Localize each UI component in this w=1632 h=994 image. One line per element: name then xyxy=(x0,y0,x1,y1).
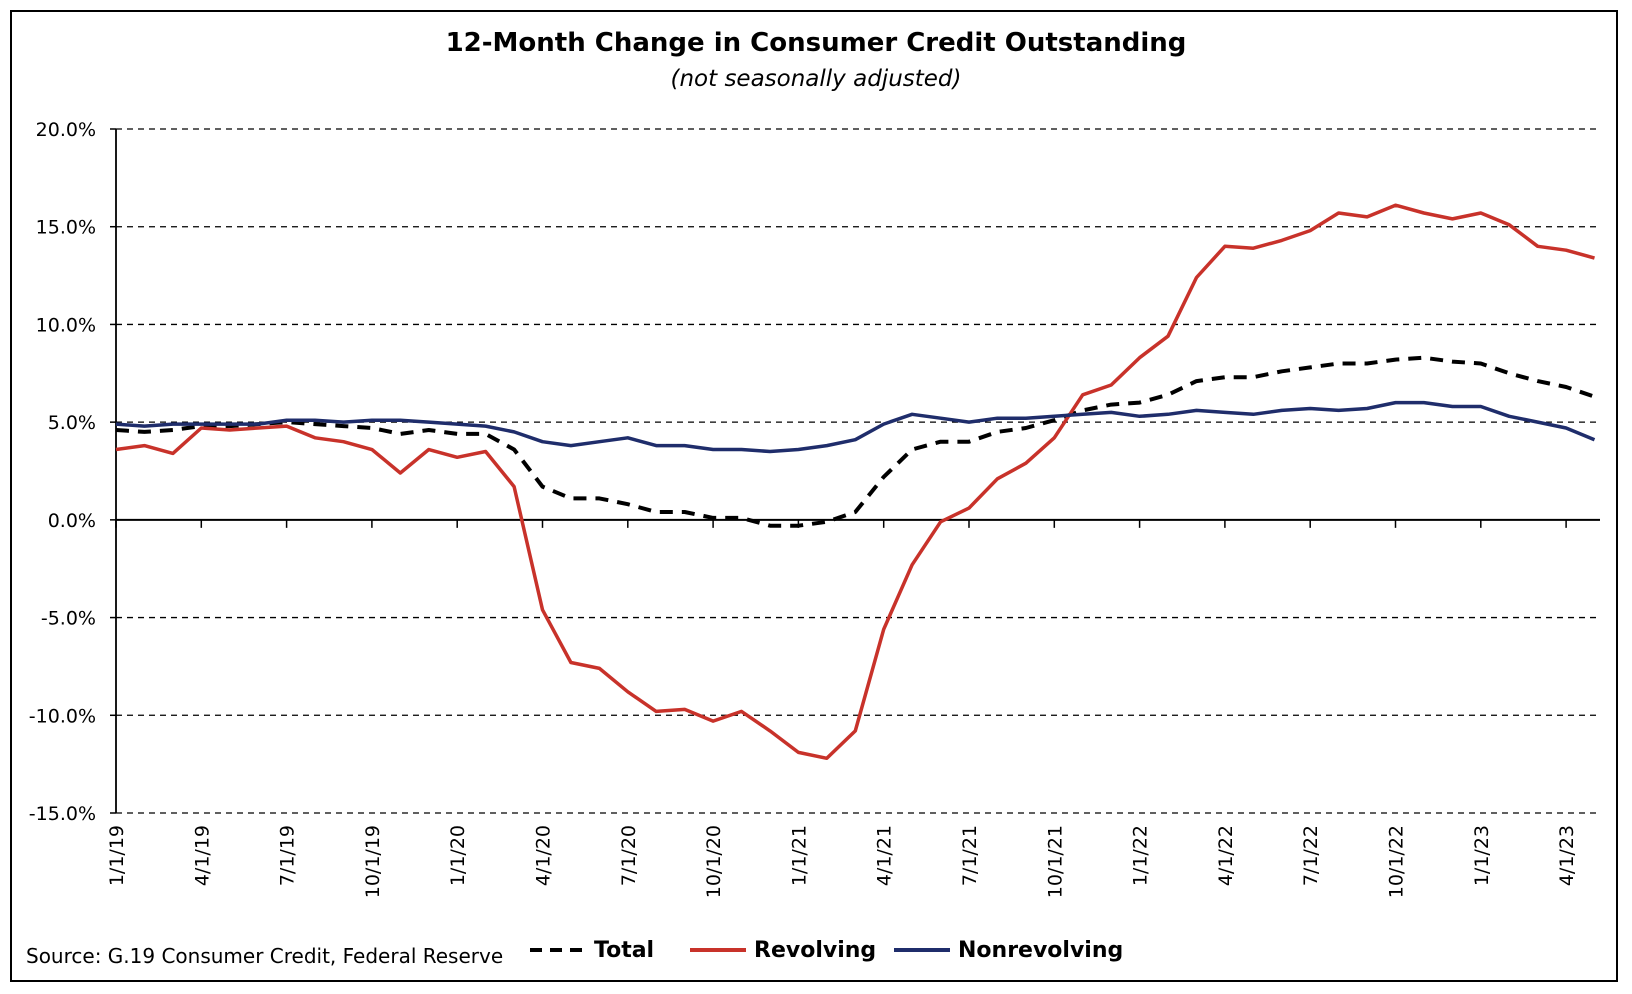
y-axis-tick-labels: 20.0% 15.0% 10.0% 5.0% 0.0% -5.0% -10.0% -15.0% xyxy=(29,119,96,825)
x-tick-label: 1/1/22 xyxy=(1130,825,1152,886)
x-tick-label: 7/1/22 xyxy=(1300,825,1322,886)
x-tick-label: 1/1/19 xyxy=(106,825,128,886)
y-tick-label: -10.0% xyxy=(29,705,96,727)
series-line-total xyxy=(115,355,1596,528)
y-tick-label: 5.0% xyxy=(48,412,96,434)
series-line-nonrevolving xyxy=(115,400,1596,454)
legend-label-nonrevolving: Nonrevolving xyxy=(958,937,1124,963)
x-tick-label: 7/1/20 xyxy=(618,825,640,886)
gridlines xyxy=(116,128,1600,814)
legend-label-total: Total xyxy=(594,937,655,963)
series-line-revolving xyxy=(115,203,1595,761)
x-tick-label: 7/1/19 xyxy=(277,825,299,886)
x-tick-label: 1/1/21 xyxy=(788,825,810,886)
x-tick-label: 4/1/19 xyxy=(191,825,213,886)
y-tick-label: -15.0% xyxy=(29,803,96,825)
legend-item-revolving: Revolving xyxy=(688,935,876,965)
series-lines xyxy=(115,203,1596,761)
x-tick-label: 1/1/20 xyxy=(447,825,469,886)
x-tick-label: 4/1/22 xyxy=(1215,825,1237,886)
x-axis-tick-labels: 1/1/19 4/1/19 7/1/19 10/1/19 1/1/20 4/1/20 7/1… xyxy=(106,825,1578,898)
x-tick-label: 10/1/21 xyxy=(1044,825,1066,898)
source-note: Source: G.19 Consumer Credit, Federal Re… xyxy=(26,944,504,968)
x-tick-label: 4/1/20 xyxy=(533,825,555,886)
legend-item-nonrevolving: Nonrevolving xyxy=(892,935,1123,965)
chart-title: 12-Month Change in Consumer Credit Outst… xyxy=(445,28,1187,58)
axes xyxy=(110,128,1600,814)
legend-swatch-revolving xyxy=(690,948,746,952)
y-tick-label: 10.0% xyxy=(36,314,96,336)
legend-item-total: Total xyxy=(528,935,654,965)
legend-swatch-total xyxy=(530,948,586,952)
chart-frame xyxy=(10,10,1618,982)
x-tick-label: 7/1/21 xyxy=(959,825,981,886)
y-tick-label: 20.0% xyxy=(36,119,96,141)
x-tick-label: 10/1/19 xyxy=(362,825,384,898)
x-tick-label: 1/1/23 xyxy=(1471,825,1493,886)
x-tick-label: 4/1/21 xyxy=(874,825,896,886)
legend-swatch-nonrevolving xyxy=(894,948,950,952)
chart-subtitle: (not seasonally adjusted) xyxy=(670,66,962,92)
y-tick-label: 15.0% xyxy=(36,217,96,239)
y-tick-label: 0.0% xyxy=(48,510,96,532)
x-tick-label: 4/1/23 xyxy=(1556,825,1578,886)
x-tick-label: 10/1/22 xyxy=(1386,825,1408,898)
legend-label-revolving: Revolving xyxy=(754,937,877,963)
y-tick-label: -5.0% xyxy=(41,608,96,630)
x-tick-label: 10/1/20 xyxy=(703,825,725,898)
